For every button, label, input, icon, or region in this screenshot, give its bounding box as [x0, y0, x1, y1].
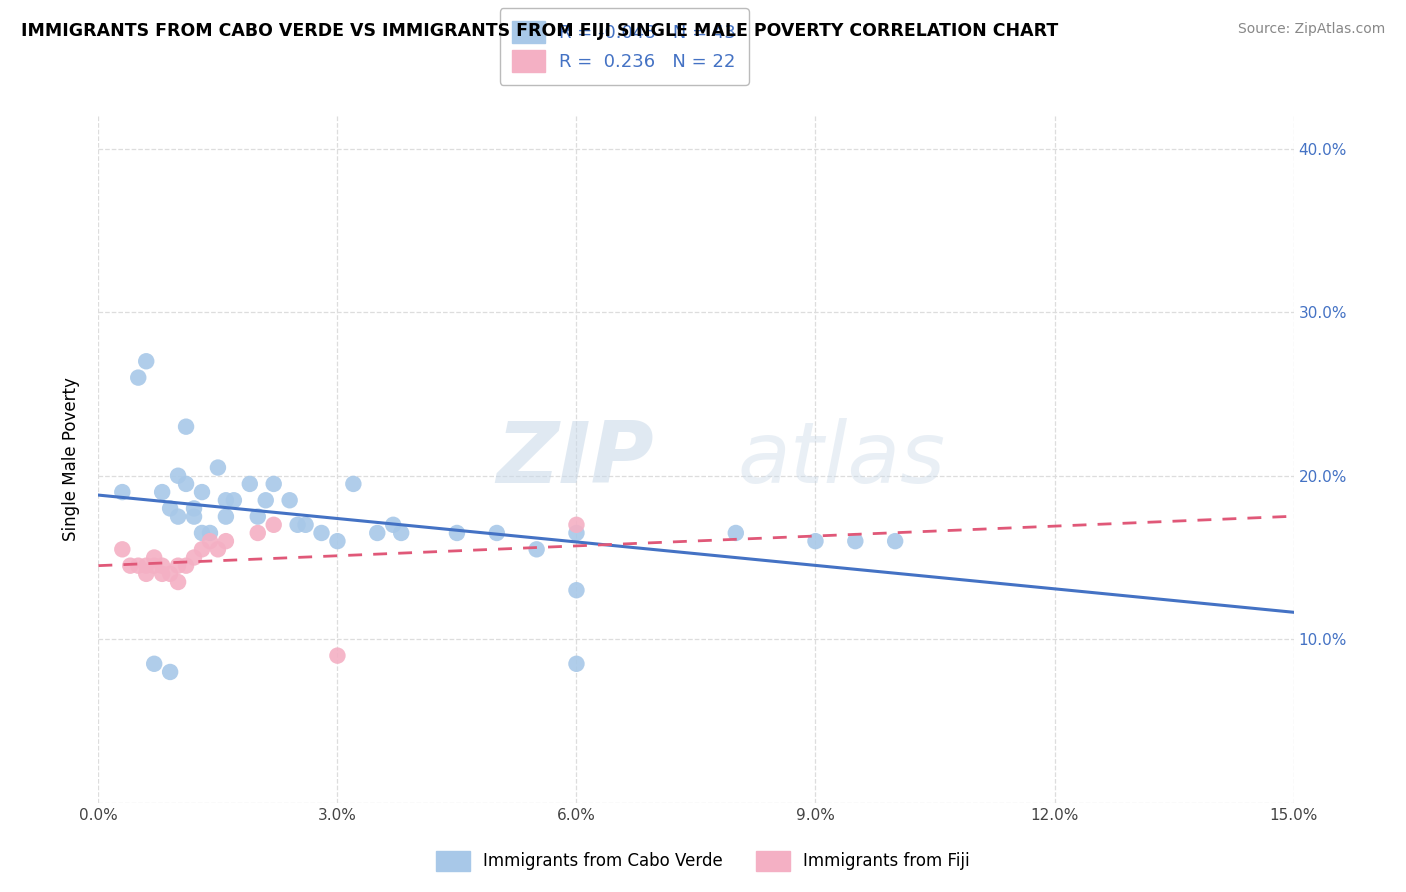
Point	[191, 525, 214, 540]
Point	[246, 525, 269, 540]
Point	[207, 460, 229, 475]
Point	[159, 665, 181, 679]
Point	[526, 542, 548, 557]
Point	[215, 534, 238, 549]
Point	[198, 525, 221, 540]
Point	[183, 501, 205, 516]
Point	[326, 648, 349, 663]
Point	[565, 657, 588, 671]
Point	[198, 534, 221, 549]
Point	[183, 550, 205, 565]
Point	[724, 525, 747, 540]
Point	[143, 657, 166, 671]
Point	[342, 476, 364, 491]
Point	[191, 542, 214, 557]
Point	[294, 517, 316, 532]
Point	[167, 558, 190, 573]
Y-axis label: Single Male Poverty: Single Male Poverty	[62, 377, 80, 541]
Point	[222, 493, 245, 508]
Point	[143, 550, 166, 565]
Point	[366, 525, 388, 540]
Point	[174, 476, 197, 491]
Point	[215, 493, 238, 508]
Point	[263, 517, 285, 532]
Point	[382, 517, 405, 532]
Point	[263, 476, 285, 491]
Point	[246, 509, 269, 524]
Point	[804, 534, 827, 549]
Point	[120, 558, 142, 573]
Point	[239, 476, 262, 491]
Point	[565, 583, 588, 598]
Point	[143, 558, 166, 573]
Point	[254, 493, 277, 508]
Point	[159, 501, 181, 516]
Point	[150, 485, 173, 500]
Text: IMMIGRANTS FROM CABO VERDE VS IMMIGRANTS FROM FIJI SINGLE MALE POVERTY CORRELATI: IMMIGRANTS FROM CABO VERDE VS IMMIGRANTS…	[21, 22, 1059, 40]
Point	[326, 534, 349, 549]
Legend: Immigrants from Cabo Verde, Immigrants from Fiji: Immigrants from Cabo Verde, Immigrants f…	[429, 842, 977, 880]
Point	[844, 534, 866, 549]
Point	[135, 354, 157, 368]
Point	[135, 566, 157, 581]
Point	[150, 566, 173, 581]
Point	[174, 419, 197, 434]
Text: Source: ZipAtlas.com: Source: ZipAtlas.com	[1237, 22, 1385, 37]
Point	[111, 542, 134, 557]
Point	[127, 370, 149, 384]
Point	[446, 525, 468, 540]
Point	[389, 525, 412, 540]
Point	[215, 509, 238, 524]
Legend: R = -0.048   N = 43, R =  0.236   N = 22: R = -0.048 N = 43, R = 0.236 N = 22	[499, 8, 749, 85]
Point	[111, 485, 134, 500]
Point	[174, 558, 197, 573]
Point	[191, 485, 214, 500]
Text: atlas: atlas	[738, 417, 946, 501]
Point	[278, 493, 301, 508]
Point	[127, 558, 149, 573]
Point	[183, 509, 205, 524]
Point	[150, 558, 173, 573]
Point	[565, 517, 588, 532]
Point	[135, 558, 157, 573]
Point	[565, 525, 588, 540]
Point	[167, 509, 190, 524]
Text: ZIP: ZIP	[496, 417, 654, 501]
Point	[287, 517, 309, 532]
Point	[167, 574, 190, 589]
Point	[167, 468, 190, 483]
Point	[311, 525, 333, 540]
Point	[159, 566, 181, 581]
Point	[884, 534, 907, 549]
Point	[207, 542, 229, 557]
Point	[485, 525, 508, 540]
